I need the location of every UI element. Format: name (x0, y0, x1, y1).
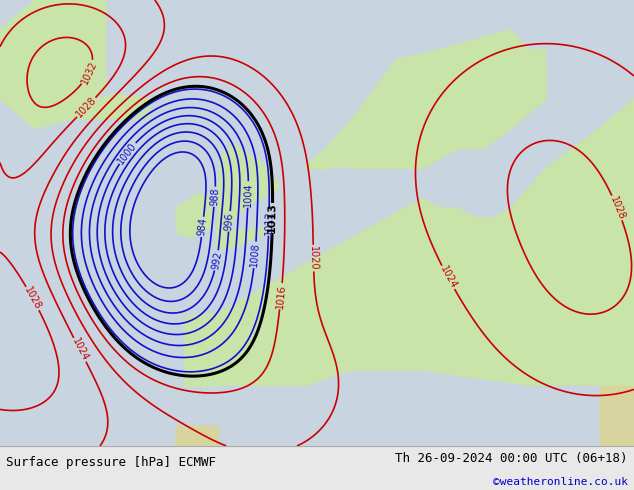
Text: 1013: 1013 (267, 202, 278, 233)
Text: 1028: 1028 (22, 285, 43, 312)
Text: ©weatheronline.co.uk: ©weatheronline.co.uk (493, 477, 628, 487)
Text: 1000: 1000 (115, 140, 139, 166)
Text: 988: 988 (209, 187, 221, 206)
Text: Surface pressure [hPa] ECMWF: Surface pressure [hPa] ECMWF (6, 456, 216, 469)
Text: 1028: 1028 (74, 95, 98, 120)
Text: 1008: 1008 (249, 242, 261, 268)
Polygon shape (229, 169, 353, 228)
Text: 1004: 1004 (243, 182, 254, 207)
Polygon shape (176, 387, 634, 446)
Text: 1016: 1016 (275, 284, 287, 309)
Polygon shape (458, 49, 546, 148)
Polygon shape (0, 0, 634, 446)
Polygon shape (304, 30, 528, 173)
Text: 1020: 1020 (308, 246, 319, 270)
Text: 1024: 1024 (70, 337, 90, 363)
Polygon shape (216, 144, 280, 248)
Polygon shape (0, 0, 194, 446)
Text: 1012: 1012 (264, 210, 274, 235)
Text: Th 26-09-2024 00:00 UTC (06+18): Th 26-09-2024 00:00 UTC (06+18) (395, 452, 628, 465)
Text: 1028: 1028 (608, 195, 626, 221)
Polygon shape (176, 193, 211, 238)
Polygon shape (185, 99, 634, 446)
Text: 984: 984 (197, 217, 209, 237)
Text: 992: 992 (210, 250, 223, 270)
Text: 1032: 1032 (79, 59, 99, 86)
Polygon shape (0, 0, 106, 129)
Polygon shape (53, 94, 150, 119)
Polygon shape (220, 371, 598, 446)
Text: 1024: 1024 (438, 264, 458, 291)
Text: 996: 996 (224, 212, 235, 231)
Polygon shape (0, 0, 634, 446)
